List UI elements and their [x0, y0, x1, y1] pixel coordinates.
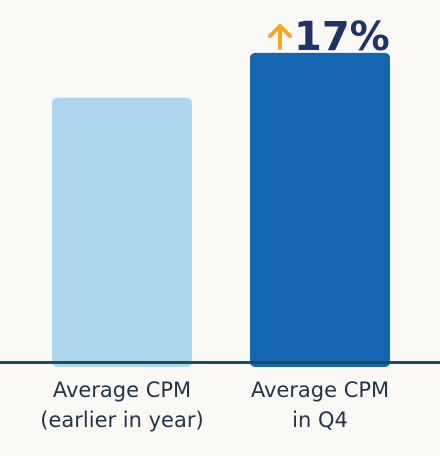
x-tick-label-1-line-1: Average CPM [53, 378, 191, 402]
bar-1 [52, 97, 192, 368]
bar-2 [250, 52, 390, 368]
x-tick-label-2-line-2: in Q4 [292, 408, 348, 432]
change-annotation-label: 17% [294, 14, 390, 60]
up-arrow-icon-path [268, 24, 292, 50]
x-tick-label-2-line-1: Average CPM [251, 378, 389, 402]
x-axis-baseline [0, 361, 440, 364]
up-arrow-icon [268, 24, 292, 50]
x-tick-label-1-line-2: (earlier in year) [40, 408, 203, 432]
